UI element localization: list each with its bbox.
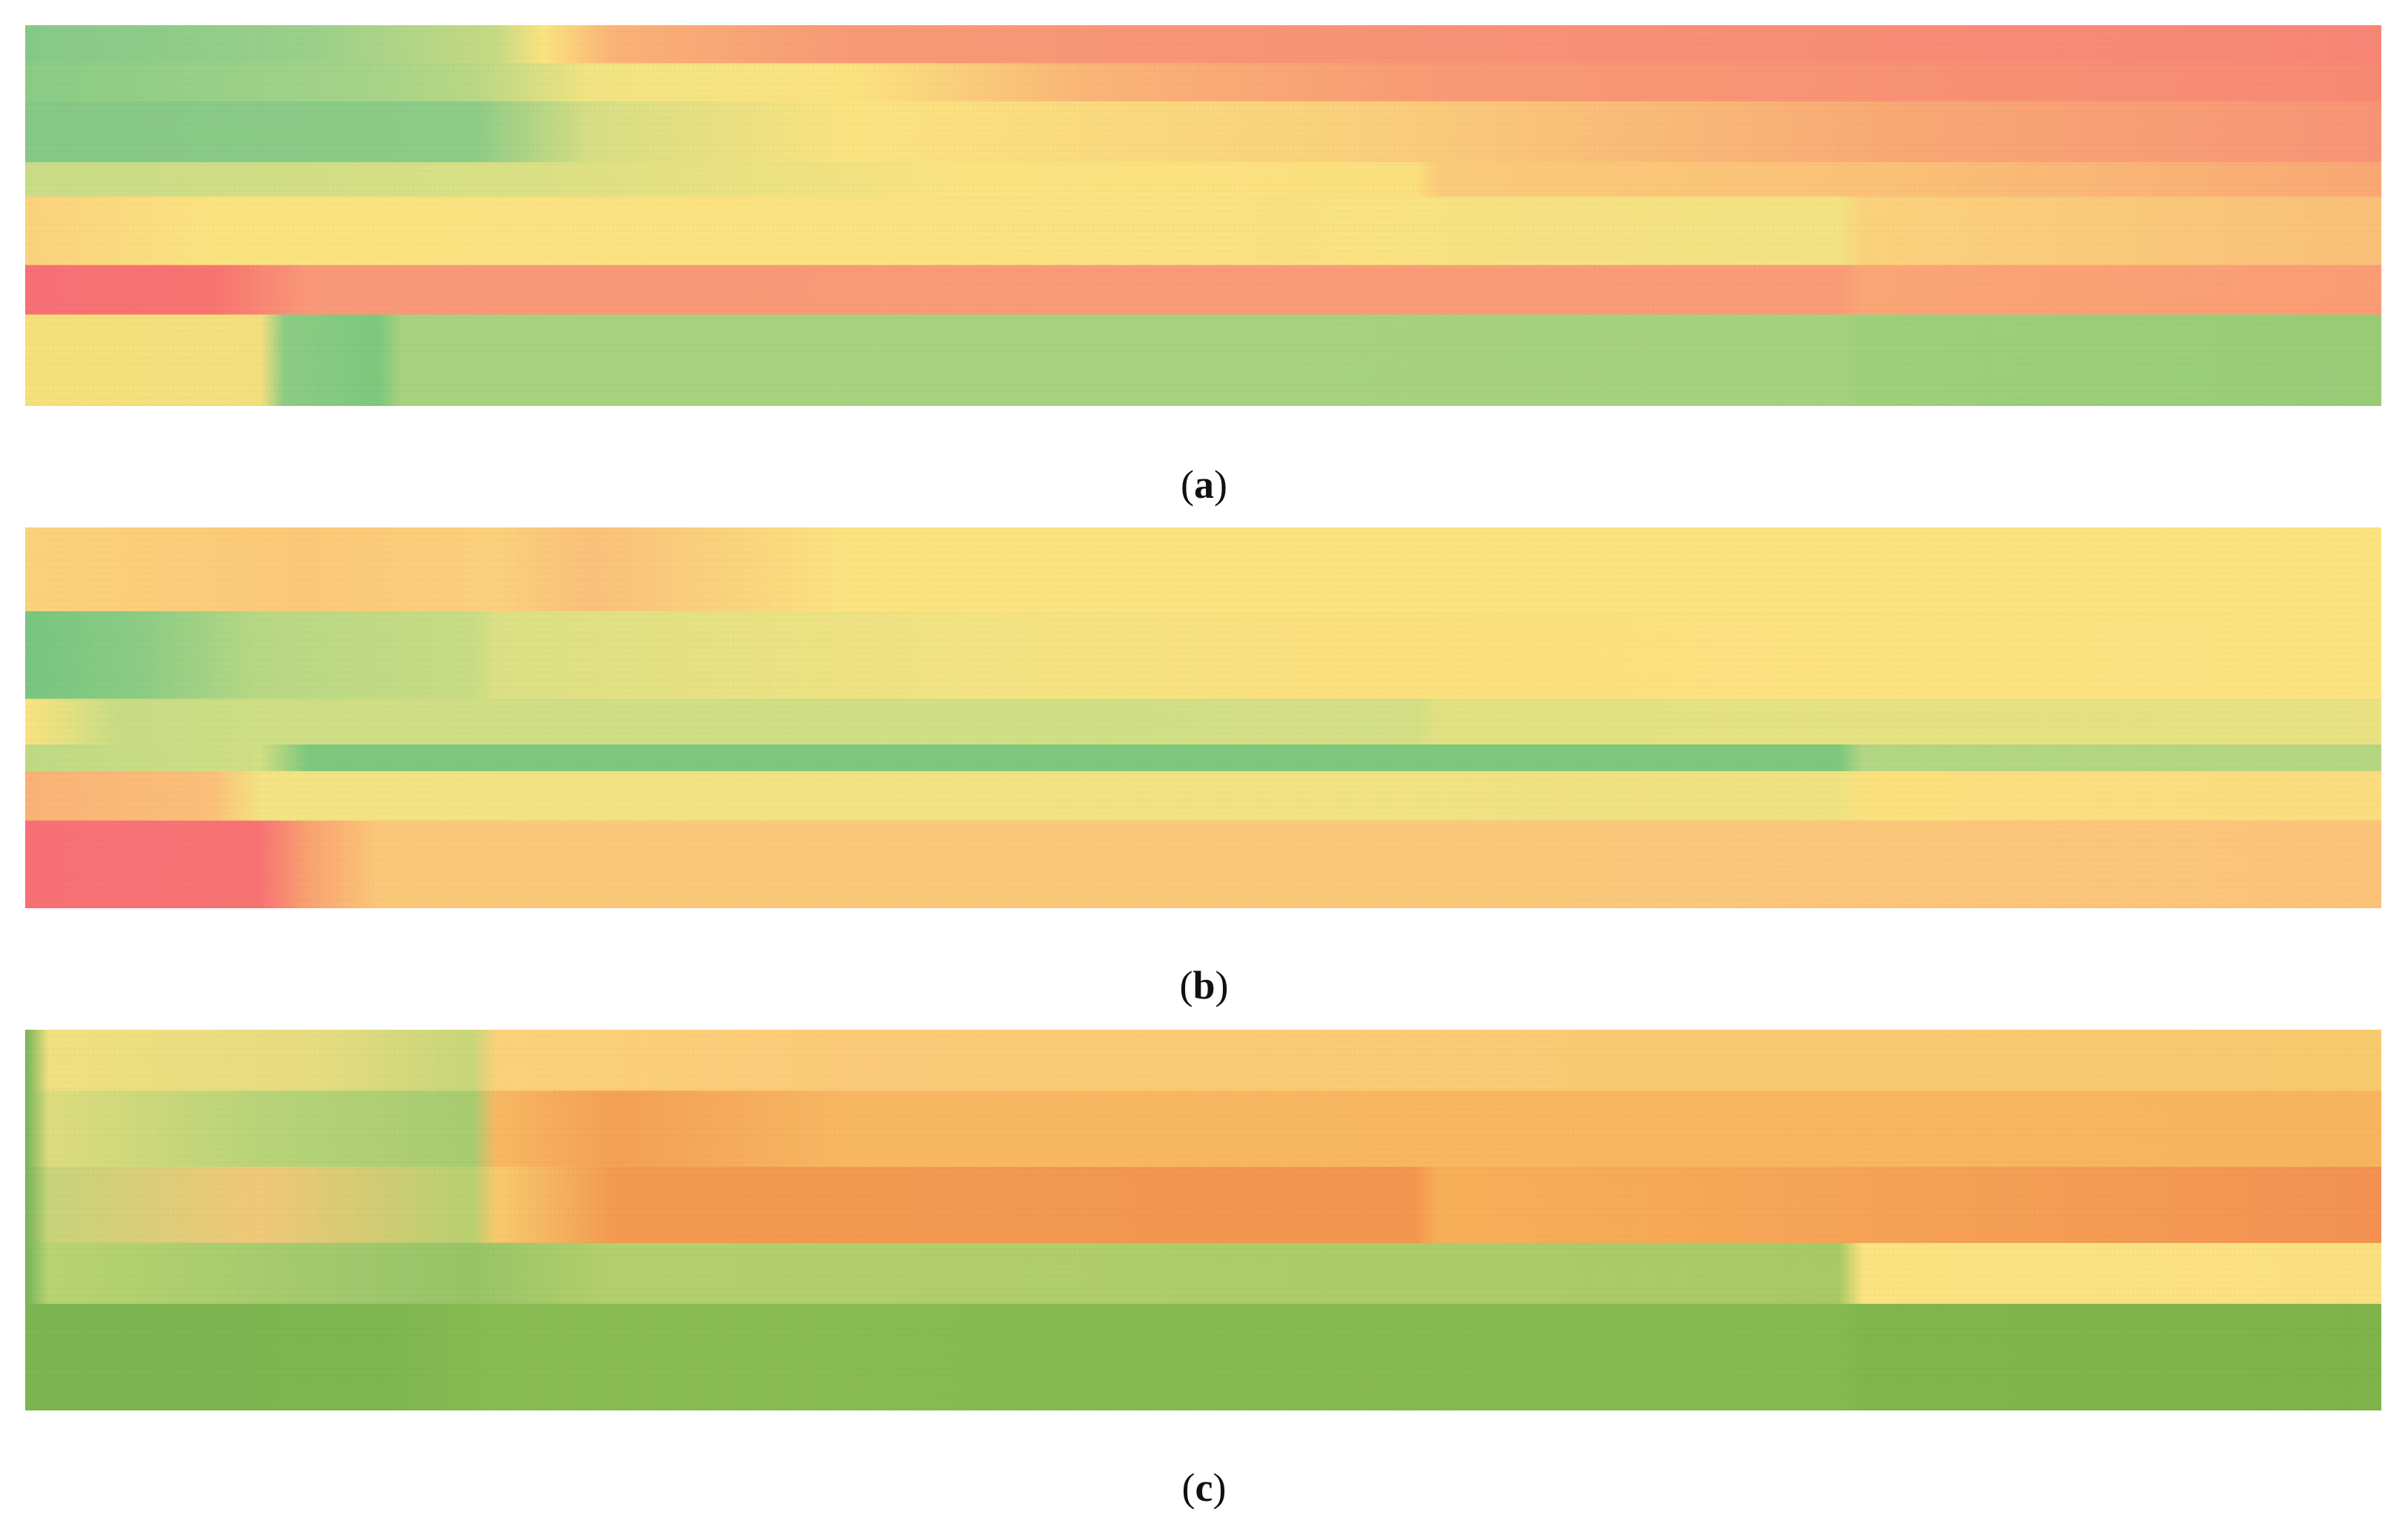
heatmap-panel-c <box>25 1030 2381 1410</box>
heatmap-band <box>25 1090 2381 1167</box>
caption-close: ) <box>1215 963 1229 1007</box>
heatmap-band <box>25 820 2381 908</box>
heatmap-panel-a <box>25 25 2381 406</box>
heatmap-band <box>25 264 2381 316</box>
caption-letter: b <box>1193 963 1215 1007</box>
caption-a: (a) <box>0 462 2408 507</box>
heatmap-b <box>25 527 2381 908</box>
heatmap-band <box>25 1030 2381 1091</box>
caption-letter: c <box>1195 1465 1213 1510</box>
heatmap-c <box>25 1030 2381 1410</box>
heatmap-band <box>25 162 2381 197</box>
heatmap-band <box>25 25 2381 64</box>
heatmap-panel-b <box>25 527 2381 908</box>
heatmap-a <box>25 25 2381 406</box>
heatmap-band <box>25 63 2381 102</box>
heatmap-band <box>25 1242 2381 1305</box>
heatmap-band <box>25 744 2381 772</box>
heatmap-band <box>25 196 2381 266</box>
heatmap-band <box>25 101 2381 163</box>
caption-open: ( <box>1179 963 1193 1007</box>
caption-open: ( <box>1181 1465 1195 1510</box>
heatmap-band <box>25 611 2381 699</box>
heatmap-band <box>25 699 2381 745</box>
caption-open: ( <box>1181 462 1194 507</box>
caption-close: ) <box>1213 1465 1227 1510</box>
heatmap-band <box>25 1167 2381 1244</box>
heatmap-band <box>25 770 2381 822</box>
caption-letter: a <box>1194 462 1214 507</box>
heatmap-band <box>25 1304 2381 1410</box>
caption-c: (c) <box>0 1465 2408 1510</box>
caption-b: (b) <box>0 963 2408 1007</box>
heatmap-band <box>25 314 2381 406</box>
heatmap-band <box>25 527 2381 612</box>
caption-close: ) <box>1214 462 1227 507</box>
